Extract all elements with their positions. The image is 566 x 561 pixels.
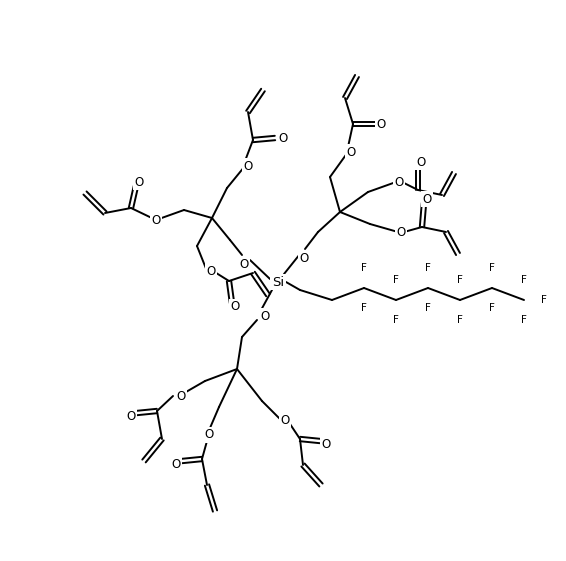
Text: F: F	[541, 295, 547, 305]
Text: Si: Si	[272, 275, 284, 288]
Text: F: F	[521, 275, 527, 285]
Text: O: O	[417, 155, 426, 168]
Text: F: F	[521, 315, 527, 325]
Text: F: F	[393, 315, 399, 325]
Text: O: O	[230, 301, 239, 314]
Text: O: O	[422, 192, 432, 205]
Text: O: O	[376, 117, 385, 131]
Text: O: O	[204, 429, 213, 442]
Text: F: F	[393, 275, 399, 285]
Text: O: O	[278, 131, 288, 145]
Text: O: O	[239, 257, 248, 270]
Text: F: F	[457, 315, 463, 325]
Text: O: O	[134, 176, 144, 188]
Text: O: O	[171, 458, 181, 471]
Text: O: O	[396, 226, 406, 238]
Text: O: O	[207, 264, 216, 278]
Text: F: F	[489, 263, 495, 273]
Text: O: O	[177, 389, 186, 402]
Text: O: O	[151, 214, 161, 227]
Text: F: F	[425, 303, 431, 313]
Text: F: F	[425, 263, 431, 273]
Text: F: F	[361, 303, 367, 313]
Text: O: O	[299, 251, 308, 264]
Text: O: O	[260, 310, 269, 323]
Text: F: F	[489, 303, 495, 313]
Text: O: O	[395, 176, 404, 188]
Text: O: O	[321, 438, 331, 450]
Text: O: O	[346, 145, 355, 159]
Text: O: O	[243, 159, 252, 172]
Text: O: O	[126, 410, 136, 422]
Text: O: O	[280, 415, 290, 427]
Text: F: F	[457, 275, 463, 285]
Text: F: F	[361, 263, 367, 273]
